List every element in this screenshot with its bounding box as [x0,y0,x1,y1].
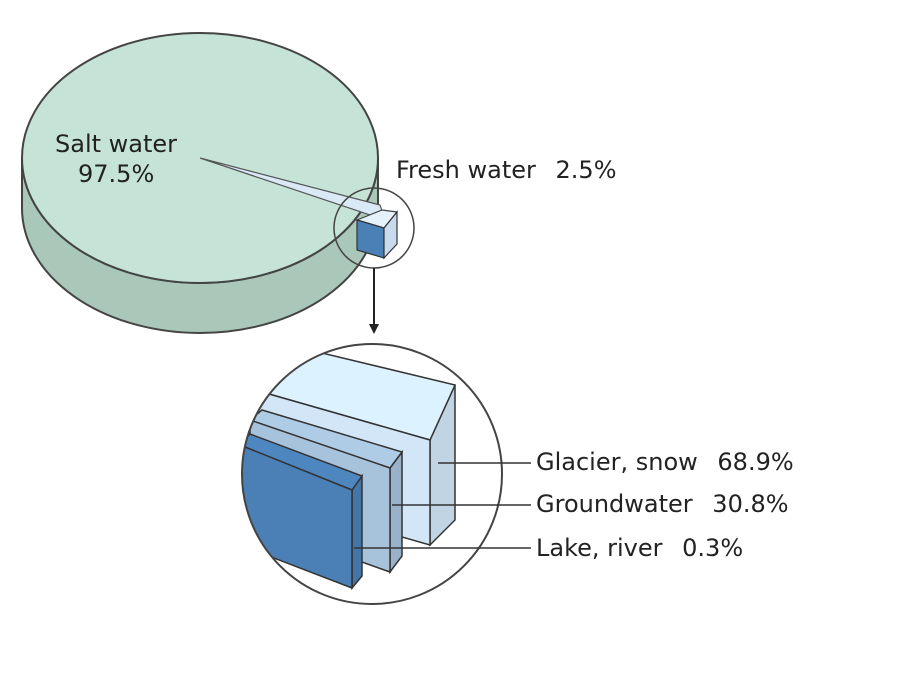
layer-lake-river-side [351,473,363,591]
zoom-arrow [369,268,379,334]
glacier-percent: 68.9% [717,448,793,476]
lake-percent: 0.3% [682,534,743,562]
fresh-water-percent: 2.5% [556,156,617,184]
salt-water-pie [21,32,386,334]
lake-label: Lake, river 0.3% [536,534,743,562]
lake-name: Lake, river [536,534,663,562]
glacier-name: Glacier, snow [536,448,698,476]
fresh-water-name: Fresh water [396,156,536,184]
leader-lines [354,462,531,549]
fresh-water-label: Fresh water 2.5% [396,156,617,184]
salt-water-percent: 97.5% [78,160,154,188]
salt-water-label: Salt water [55,130,177,158]
fresh-water-wedge [355,209,399,260]
glacier-label: Glacier, snow 68.9% [536,448,794,476]
groundwater-percent: 30.8% [712,490,788,518]
groundwater-label: Groundwater 30.8% [536,490,789,518]
groundwater-name: Groundwater [536,490,693,518]
zoom-circle-large [241,343,503,605]
layer-groundwater-side [389,449,403,575]
